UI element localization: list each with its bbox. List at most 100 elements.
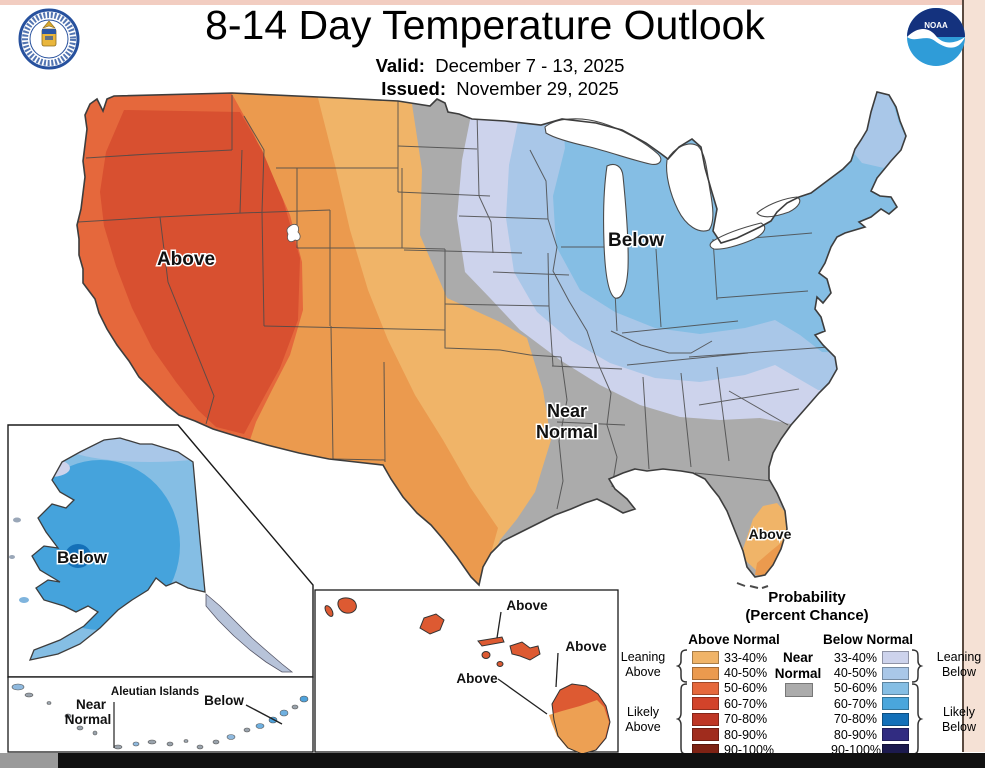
legend-swatch [692, 712, 719, 726]
legend-row: 80-90% [692, 727, 774, 742]
lake-superior [544, 118, 662, 165]
lake-michigan [603, 163, 629, 299]
legend-title-line1: Probability [768, 589, 846, 606]
maine-40-50-patch [853, 92, 906, 168]
conus-outline [76, 91, 907, 587]
legend-swatch [692, 728, 719, 742]
legend-below-rows: 33-40% 40-50% 50-60% 60-70% 70-80% 80-90% 90-1… [831, 650, 909, 758]
legend-above-header: Above Normal [688, 632, 780, 647]
bottom-bar-segment [0, 753, 58, 768]
legend-swatch [882, 666, 909, 680]
legend-swatch [692, 697, 719, 711]
bottom-window-bar [0, 753, 985, 768]
label-midwest-below: Below [608, 230, 664, 251]
legend-bin-label: 40-50% [724, 666, 768, 681]
legend-swatch [882, 728, 909, 742]
legend-swatch [882, 697, 909, 711]
legend-bin-label: 33-40% [833, 650, 877, 665]
leaning-above-line2: Above [625, 665, 661, 679]
legend-bin-label: 50-60% [833, 681, 877, 696]
hawaii-pointer-top [496, 611, 502, 639]
label-alaska-below: Below [57, 548, 108, 567]
legend-bin-label: 80-90% [833, 727, 877, 742]
aleutian-below-pointer [245, 704, 283, 725]
legend-above-rows: 33-40% 40-50% 50-60% 60-70% 70-80% 80-90% 90-1… [692, 650, 774, 758]
brace-leaning-above [676, 649, 688, 683]
aleutian-inset: Aleutian Islands Near Normal Below [7, 676, 314, 753]
legend-row: 80-90% [831, 727, 909, 742]
likely-above-line2: Above [625, 720, 661, 734]
hawaii-pointer-left [497, 678, 548, 715]
island-oahu [419, 613, 445, 635]
near-normal-swatch [785, 683, 813, 697]
label-near-normal-1: Near [547, 401, 587, 421]
noaa-logo: NOAA [907, 8, 965, 66]
issued-line: Issued: November 29, 2025 [290, 77, 710, 100]
valid-line: Valid: December 7 - 13, 2025 [290, 54, 710, 77]
above-60-70-region [100, 110, 300, 434]
island-kauai [337, 597, 357, 614]
lake-huron [666, 143, 714, 232]
legend-near-normal: Near Normal [770, 650, 826, 682]
state-borders [77, 95, 830, 510]
island-maui [509, 641, 541, 661]
noaa-seagull-icon [907, 28, 965, 48]
legend-row: 60-70% [692, 696, 774, 711]
leaning-below-line2: Below [941, 665, 977, 679]
likely-above-line1: Likely [627, 705, 659, 719]
florida-above-40-50-patch [755, 542, 785, 576]
legend-bin-label: 80-90% [724, 727, 768, 742]
noaa-logo-text: NOAA [924, 21, 948, 30]
brace-likely-below [911, 683, 924, 755]
legend-bin-label: 60-70% [833, 696, 877, 711]
great-salt-lake [286, 224, 301, 242]
valid-issued-block: Valid: December 7 - 13, 2025 Issued: Nov… [290, 54, 710, 100]
legend-group-likely-above: Likely Above [612, 705, 674, 735]
right-border-strip [964, 0, 985, 752]
top-border-strip [0, 0, 985, 5]
alaska-inset: Below [7, 424, 314, 678]
legend-row: 33-40% [692, 650, 774, 665]
label-aleutian-near: Near [76, 697, 107, 712]
near-normal-line1: Near [782, 650, 814, 665]
legend-bin-label: 33-40% [724, 650, 768, 665]
label-west-above: Above [157, 249, 215, 270]
doc-seal-eagle-icon [42, 20, 56, 29]
island-molokai [477, 636, 505, 647]
legend-row: 60-70% [831, 696, 909, 711]
legend-title-line2: (Percent Chance) [745, 607, 869, 624]
legend-bin-label: 40-50% [833, 666, 877, 681]
label-aleutian-title: Aleutian Islands [111, 686, 199, 698]
issued-label: Issued: [381, 78, 446, 99]
legend-group-likely-below: Likely Below [928, 705, 985, 735]
right-border-line [962, 0, 964, 752]
legend-row: 70-80% [692, 712, 774, 727]
legend-swatch [882, 681, 909, 695]
legend-swatch [692, 666, 719, 680]
aleutian-islands-shapes [11, 683, 309, 750]
legend-row: 50-60% [831, 681, 909, 696]
likely-below-line1: Likely [943, 705, 975, 719]
legend-below-header: Below Normal [822, 632, 914, 647]
florida-keys [736, 582, 769, 589]
hawaii-islands [324, 597, 541, 667]
legend-row: 33-40% [831, 650, 909, 665]
doc-seal-logo [18, 8, 80, 70]
legend-bin-label: 60-70% [724, 696, 768, 711]
label-hawaii-above-top: Above [506, 598, 548, 613]
label-florida-above: Above [749, 526, 792, 542]
legend-swatch [882, 651, 909, 665]
island-kahoolawe [496, 661, 504, 667]
label-aleutian-below: Below [204, 693, 244, 708]
legend-bin-label: 70-80% [833, 712, 877, 727]
legend-swatch [692, 681, 719, 695]
legend-swatch [692, 651, 719, 665]
legend-group-leaning-above: Leaning Above [612, 650, 674, 680]
legend-row: 70-80% [831, 712, 909, 727]
alaska-outline [28, 437, 206, 661]
brace-likely-above [676, 683, 688, 755]
legend-row: 50-60% [692, 681, 774, 696]
brace-leaning-below [911, 649, 924, 683]
legend-bin-label: 50-60% [724, 681, 768, 696]
